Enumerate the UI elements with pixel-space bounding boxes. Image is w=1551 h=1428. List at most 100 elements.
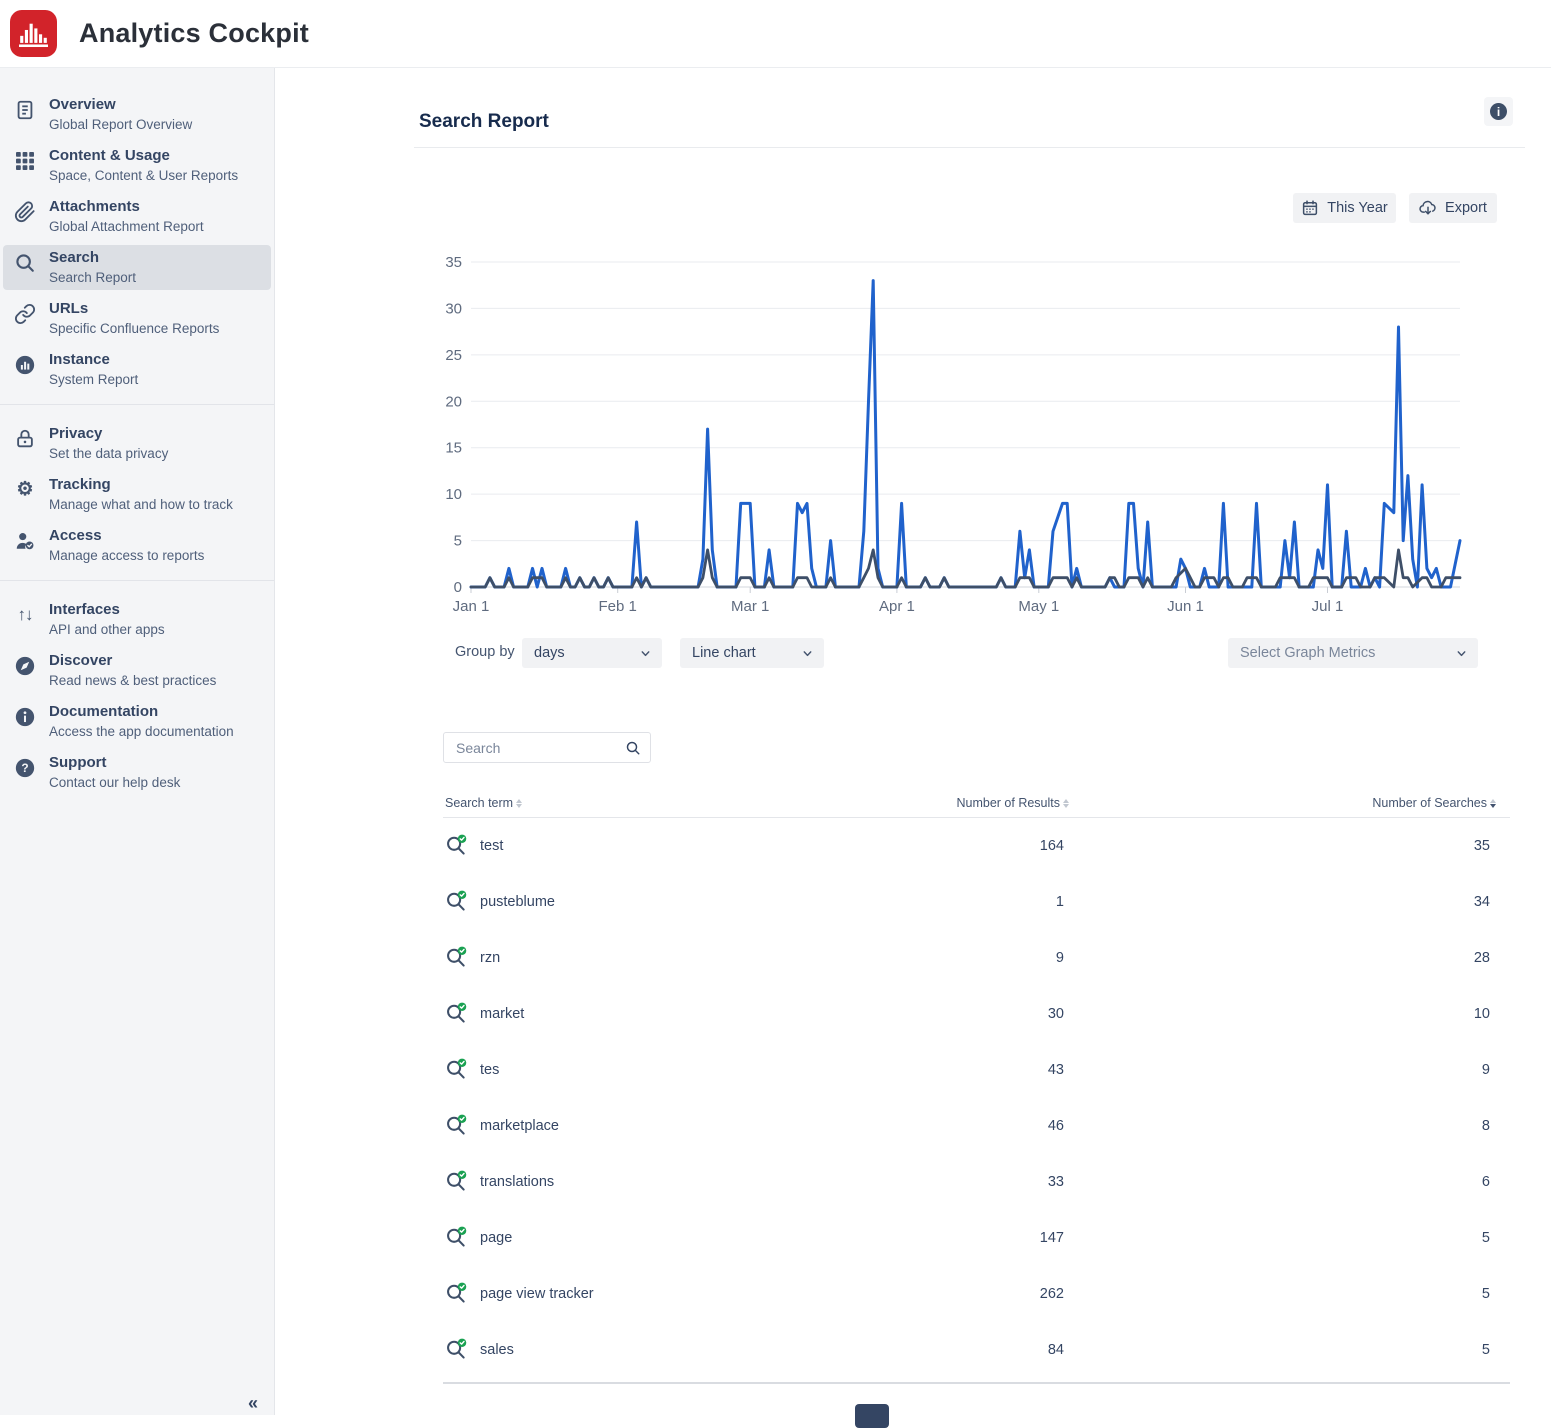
- search-term: pusteblume: [480, 894, 555, 910]
- table-row: marketplace 46 8: [443, 1098, 1510, 1154]
- export-button[interactable]: Export: [1409, 193, 1497, 223]
- sidebar-collapse-button[interactable]: «: [247, 1393, 258, 1413]
- table-row: pusteblume 1 34: [443, 874, 1510, 930]
- sidebar-item-sublabel: Global Attachment Report: [49, 219, 204, 234]
- search-term: market: [480, 1006, 525, 1022]
- info-button[interactable]: i: [1484, 97, 1513, 126]
- svg-text:20: 20: [445, 393, 462, 410]
- column-header-number-of-results[interactable]: Number of Results: [956, 796, 1069, 810]
- sidebar-item-documentation[interactable]: Documentation Access the app documentatio…: [3, 699, 271, 744]
- line-chart: 0 5 10 15 20 25 30 35 Jan 1 Feb 1 Mar 1 Apr 1 May 1 J…: [440, 250, 1465, 615]
- sidebar-item-access[interactable]: Access Manage access to reports: [3, 523, 271, 568]
- number-of-results-value: 262: [1039, 1286, 1064, 1302]
- main-content: Search Report i This Year Export 0 5 10 15 2…: [275, 68, 1551, 1428]
- sidebar-item-label: Instance: [49, 351, 110, 368]
- search-term: page: [480, 1230, 513, 1246]
- graph-metrics-select[interactable]: Select Graph Metrics: [1228, 638, 1478, 668]
- pagination-page-button[interactable]: [855, 1404, 889, 1428]
- sidebar-item-overview[interactable]: Overview Global Report Overview: [3, 92, 271, 137]
- svg-text:Apr 1: Apr 1: [879, 598, 915, 615]
- compass-icon: [14, 655, 36, 677]
- sidebar-item-search[interactable]: Search Search Report: [3, 245, 271, 290]
- table-search: [443, 732, 651, 763]
- sort-icon: [1063, 798, 1069, 808]
- svg-text:10: 10: [445, 486, 462, 503]
- sidebar-item-sublabel: System Report: [49, 372, 139, 387]
- sidebar-item-tracking[interactable]: ⚙ Tracking Manage what and how to track: [3, 472, 271, 517]
- table-row: page 147 5: [443, 1210, 1510, 1266]
- sidebar-item-support[interactable]: ? Support Contact our help desk: [3, 750, 271, 795]
- number-of-searches-value: 28: [1473, 950, 1490, 966]
- sidebar-item-sublabel: Contact our help desk: [49, 775, 181, 790]
- chart-type-select[interactable]: Line chart: [680, 638, 824, 668]
- app-title: Analytics Cockpit: [79, 18, 309, 48]
- sidebar-item-content-usage[interactable]: Content & Usage Space, Content & User Rep…: [3, 143, 271, 188]
- number-of-searches-value: 35: [1473, 838, 1490, 854]
- sidebar-item-label: Documentation: [49, 703, 159, 720]
- table-row: page view tracker 262 5: [443, 1266, 1510, 1322]
- column-header-number-of-searches[interactable]: Number of Searches: [1372, 796, 1496, 810]
- number-of-searches-value: 8: [1481, 1118, 1490, 1134]
- sidebar-item-label: Discover: [49, 652, 113, 669]
- column-header-search-term[interactable]: Search term: [445, 796, 523, 810]
- search-term: test: [480, 838, 504, 854]
- grid-icon: [14, 150, 36, 172]
- header-divider: [414, 147, 1525, 148]
- number-of-results-value: 164: [1039, 838, 1064, 854]
- search-term: rzn: [480, 950, 501, 966]
- search-term: sales: [480, 1342, 514, 1358]
- sidebar-item-urls[interactable]: URLs Specific Confluence Reports: [3, 296, 271, 341]
- sidebar-item-instance[interactable]: Instance System Report: [3, 347, 271, 392]
- cloud-download-icon: [1419, 200, 1436, 215]
- svg-text:15: 15: [445, 440, 462, 457]
- search-term-verified-icon: [445, 1002, 468, 1025]
- sidebar-item-label: Content & Usage: [49, 147, 170, 164]
- search-term-verified-icon: [445, 1170, 468, 1193]
- sidebar-item-privacy[interactable]: Privacy Set the data privacy: [3, 421, 271, 466]
- sidebar-item-label: Interfaces: [49, 601, 120, 618]
- search-input[interactable]: [454, 738, 625, 757]
- search-term-verified-icon: [445, 1282, 468, 1305]
- sidebar-item-sublabel: Specific Confluence Reports: [49, 321, 220, 336]
- search-term-verified-icon: [445, 946, 468, 969]
- this-year-button[interactable]: This Year: [1293, 193, 1396, 223]
- sidebar-item-sublabel: Read news & best practices: [49, 673, 217, 688]
- paperclip-icon: [14, 201, 36, 223]
- search-term-verified-icon: [445, 1058, 468, 1081]
- export-label: Export: [1445, 200, 1487, 216]
- user-check-icon: [14, 530, 36, 552]
- number-of-results-value: 46: [1047, 1118, 1064, 1134]
- arrows-updown-icon: ↑↓: [17, 605, 34, 624]
- search-term: marketplace: [480, 1118, 559, 1134]
- svg-text:Jun 1: Jun 1: [1167, 598, 1204, 615]
- group-by-select[interactable]: days: [522, 638, 662, 668]
- number-of-results-value: 9: [1055, 950, 1064, 966]
- svg-text:?: ?: [21, 761, 28, 775]
- sidebar-item-label: Privacy: [49, 425, 103, 442]
- svg-text:35: 35: [445, 254, 462, 271]
- sidebar-item-sublabel: Space, Content & User Reports: [49, 168, 239, 183]
- chevron-down-icon: [803, 650, 812, 656]
- sidebar-item-sublabel: Manage what and how to track: [49, 497, 233, 512]
- sidebar-item-label: Overview: [49, 96, 116, 113]
- number-of-searches-value: 5: [1481, 1286, 1490, 1302]
- search-term-verified-icon: [445, 1226, 468, 1249]
- sort-icon: [516, 798, 523, 808]
- number-of-searches-value: 5: [1481, 1230, 1490, 1246]
- info-icon: i: [1490, 103, 1507, 120]
- search-terms-table: Search term Number of Results Number of …: [443, 792, 1510, 1384]
- sidebar-item-interfaces[interactable]: ↑↓ Interfaces API and other apps: [3, 597, 271, 642]
- question-icon: ?: [14, 757, 36, 779]
- search-term-verified-icon: [445, 890, 468, 913]
- table-row: rzn 9 28: [443, 930, 1510, 986]
- sidebar-item-label: URLs: [49, 300, 89, 317]
- search-term-verified-icon: [445, 1338, 468, 1361]
- sidebar-item-label: Tracking: [49, 476, 111, 493]
- number-of-searches-value: 34: [1473, 894, 1490, 910]
- sidebar: Overview Global Report Overview Content & …: [0, 68, 275, 1415]
- sidebar-item-discover[interactable]: Discover Read news & best practices: [3, 648, 271, 693]
- sidebar-item-attachments[interactable]: Attachments Global Attachment Report: [3, 194, 271, 239]
- group-by-value: days: [534, 645, 565, 661]
- this-year-label: This Year: [1327, 200, 1388, 216]
- svg-text:25: 25: [445, 347, 462, 364]
